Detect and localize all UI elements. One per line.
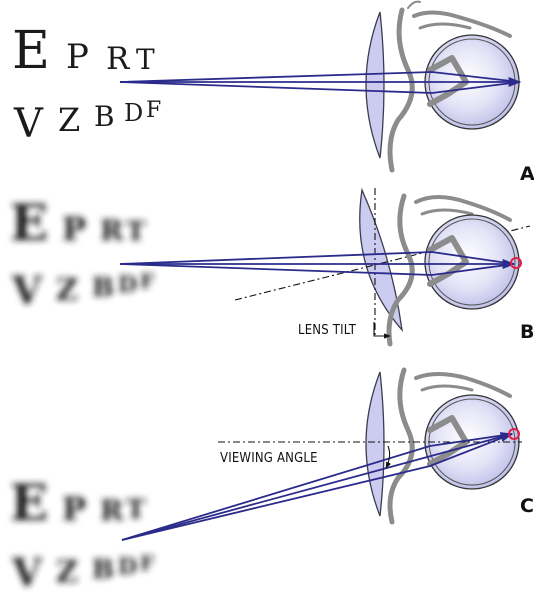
chart-letter: D [118,272,137,298]
annotation-viewing-angle: VIEWING ANGLE [220,451,318,466]
panel-b: E P R T V Z B D F LENS TILT B [10,187,534,347]
chart-letter: B [94,100,115,133]
chart-letter: D [124,99,143,127]
chart-letter: Z [56,273,78,308]
chart-letter: E [10,473,48,532]
lens [365,11,385,159]
chart-letter: F [140,551,154,575]
face-profile [386,193,512,347]
light-rays [121,432,514,541]
eyelid-crease [427,235,469,287]
chart-letter: F [146,98,161,123]
chart-letter: R [106,41,131,77]
chart-letter: T [136,43,155,76]
chart-letter: V [11,550,43,595]
panel-label-a: A [520,163,534,185]
chart-letter: R [100,214,124,247]
face-profile [387,367,512,525]
chart-letter: P [62,490,86,528]
chart-letter: F [140,269,154,293]
chart-letter: V [11,268,43,313]
lens [365,371,385,517]
panel-label-c: C [520,495,534,517]
panel-label-b: B [520,321,534,343]
light-rays [119,251,516,276]
chart-letter: V [13,101,44,147]
chart-letter: D [118,554,137,580]
chart-letter: E [10,193,48,252]
eye-chart-sharp: E P R T V Z B D F [12,21,161,147]
lens-tilted [359,187,403,333]
eye-chart-blurred: E P R T V Z B D F [10,193,154,313]
focus-marker [508,428,520,440]
chart-letter: P [62,210,86,248]
chart-letter: B [92,555,114,585]
eye-chart-blurred: E P R T V Z B D F [10,473,154,595]
chart-letter: P [66,37,89,77]
focus-marker [510,257,522,269]
face-profile [387,0,512,173]
chart-letter: T [126,495,146,525]
light-rays [119,71,522,94]
lens-tilt-axis [234,225,531,301]
viewing-angle-arrow [385,445,392,469]
panel-a: E P R T V Z B D F A [12,0,534,185]
chart-letter: Z [58,101,80,139]
chart-letter: R [100,494,124,527]
panel-c: E P R T V Z B D F VIEWING ANGLE C [10,367,534,595]
chart-letter: Z [56,555,78,590]
chart-letter: E [12,21,50,81]
annotation-lens-tilt: LENS TILT [298,323,357,338]
chart-letter: T [126,217,146,247]
chart-letter: B [92,273,114,303]
eyelid-crease [427,415,469,467]
tilt-arrow [373,322,391,339]
